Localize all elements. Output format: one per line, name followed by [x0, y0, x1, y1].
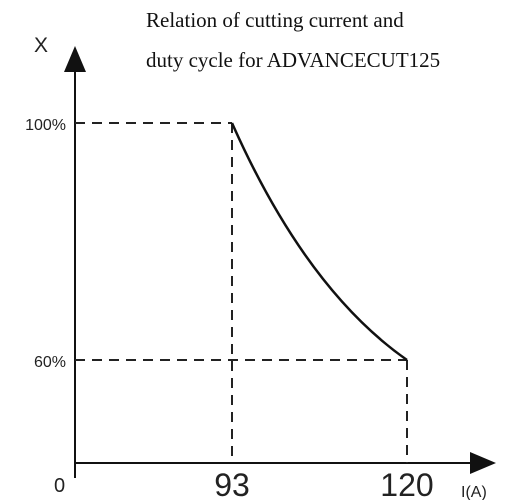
- chart-title-line-1: Relation of cutting current and: [146, 8, 404, 32]
- chart-title-line-2: duty cycle for ADVANCECUT125: [146, 48, 440, 72]
- duty-cycle-curve: [230, 122, 408, 362]
- x-axis-label: I(A): [461, 484, 487, 500]
- x-tick-label-93: 93: [214, 467, 250, 500]
- origin-label: 0: [54, 475, 65, 497]
- y-axis-arrowhead: [64, 46, 86, 72]
- y-tick-label-60: 60%: [34, 354, 66, 371]
- chart-marks: [75, 122, 408, 463]
- y-axis-label: X: [34, 34, 48, 57]
- x-axis-arrowhead: [470, 452, 496, 474]
- x-tick-label-120: 120: [380, 467, 433, 500]
- y-tick-label-100: 100%: [25, 117, 66, 134]
